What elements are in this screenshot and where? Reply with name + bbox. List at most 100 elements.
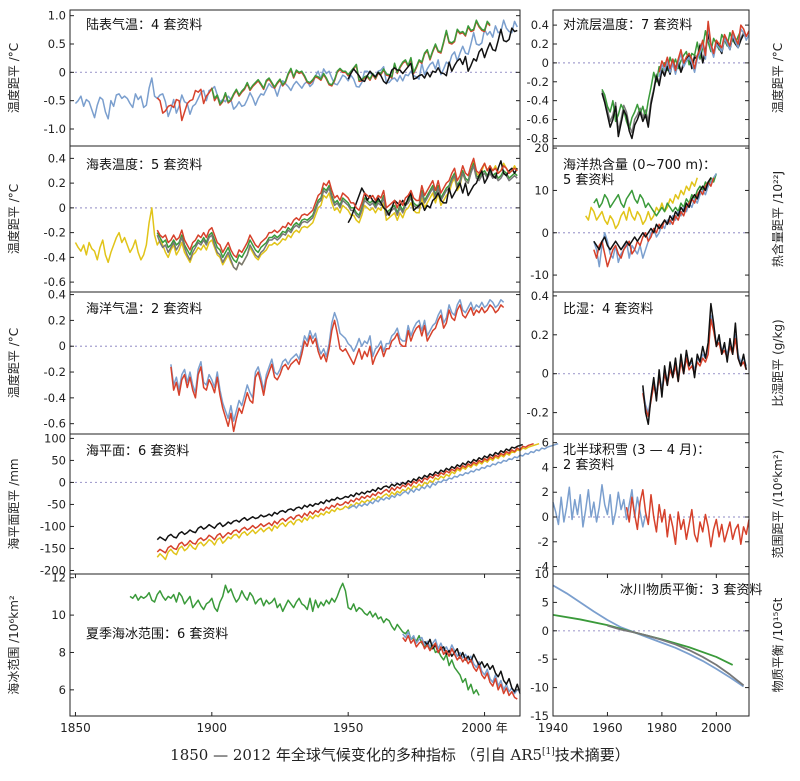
series-line-gray xyxy=(607,624,745,687)
series-line-red xyxy=(625,489,750,548)
y-tick-label: -15 xyxy=(530,709,549,723)
caption-tail: 技术摘要） xyxy=(554,746,630,764)
series-line-yellow xyxy=(585,177,698,230)
y-axis-label: 温度距平 /°C xyxy=(6,328,21,398)
panel-title: 夏季海冰范围：6 套资料 xyxy=(86,626,228,642)
y-tick-label: -1.0 xyxy=(44,122,66,136)
y-tick-label: 1.0 xyxy=(48,9,66,23)
series-line-green xyxy=(156,162,518,264)
series-line-green xyxy=(593,173,718,217)
y-tick-label: 0 xyxy=(542,56,549,70)
panel-glacier: -15 -10 -5 0 5 10 1940 1960 1980 2000 冰川物质平衡：3 套资料… xyxy=(530,567,785,735)
series-line-red xyxy=(593,177,715,268)
y-axis-label: 范围距平 /(10⁶km²) xyxy=(771,450,785,559)
x-tick-label: 1900 xyxy=(197,721,228,735)
y-axis-label: 温度距平 /°C xyxy=(770,43,785,113)
y-tick-label: 0.4 xyxy=(531,18,549,32)
series-line-blue xyxy=(552,484,647,528)
y-axis-label: 温度距平 /°C xyxy=(6,43,21,113)
series-line-blue xyxy=(74,19,518,120)
y-axis-label: 热含量距平 /10²²J xyxy=(770,171,785,267)
y-tick-label: -0.4 xyxy=(44,391,66,405)
y-tick-label: -0.2 xyxy=(527,406,549,420)
y-tick-label: 10 xyxy=(51,608,66,622)
y-tick-label: -10 xyxy=(530,681,549,695)
y-tick-label: 0 xyxy=(59,65,66,79)
panel-title: 海表温度：5 套资料 xyxy=(86,157,202,173)
y-tick-label: 0.5 xyxy=(48,37,66,51)
y-tick-label: 0 xyxy=(59,475,66,489)
y-tick-label: -0.2 xyxy=(44,365,66,379)
panel-ocean_heat: -10 0 10 20 海洋热含量 (0~700 m)：5 套资料 热含量距平 /10²²… xyxy=(530,141,785,293)
y-tick-label: 0 xyxy=(59,339,66,353)
series-line-gray xyxy=(156,165,518,271)
series-line-black xyxy=(642,302,748,426)
y-tick-label: 5 xyxy=(542,595,549,609)
caption-main: 1850 — 2012 年全球气候变化的多种指标 （引自 AR5 xyxy=(170,746,543,764)
y-tick-label: -150 xyxy=(40,541,66,555)
y-axis-label: 物质平衡 /10¹⁵Gt xyxy=(771,597,785,692)
y-tick-label: 8 xyxy=(59,645,66,659)
y-tick-label: 4 xyxy=(542,460,549,474)
y-tick-label: 0.2 xyxy=(531,37,549,51)
y-tick-label: -4 xyxy=(538,560,549,574)
y-tick-label: 50 xyxy=(51,453,66,467)
series-line-red xyxy=(156,157,518,259)
y-tick-label: 0 xyxy=(59,201,66,215)
panel-title: 北半球积雪 (3 — 4 月)： xyxy=(563,443,710,458)
series-line-blue xyxy=(402,631,518,695)
y-tick-label: -0.2 xyxy=(527,75,549,89)
series-line-black xyxy=(347,160,518,224)
panel-nh_snow: -4 -2 0 2 4 6 北半球积雪 (3 — 4 月)：2 套资料 范围距平 /(10⁶k… xyxy=(538,433,785,575)
y-tick-label: 0 xyxy=(542,226,549,240)
series-line-blue xyxy=(642,314,747,414)
y-tick-label: -5 xyxy=(538,652,549,666)
panel-sea_ice: 6 8 10 12 1850 1900 1950 2000 年 夏季海冰范围：6 套资料 海冰范围… xyxy=(6,571,521,735)
y-tick-label: -10 xyxy=(530,268,549,282)
x-tick-label: 2000 xyxy=(701,721,732,735)
panel-title: 海洋热含量 (0~700 m)： xyxy=(563,157,716,173)
y-axis-label: 比湿距平 (g/kg) xyxy=(770,319,785,406)
x-tick-label: 1950 xyxy=(333,721,364,735)
y-tick-label: 100 xyxy=(44,431,66,445)
y-tick-label: 0 xyxy=(542,624,549,638)
series-line-blue xyxy=(170,299,505,422)
y-axis-label: 海平面距平 /mm xyxy=(6,458,21,549)
y-tick-label: 0.4 xyxy=(48,151,66,165)
series-line-blue xyxy=(347,442,559,510)
y-tick-label: 0.4 xyxy=(48,288,66,302)
series-line-black xyxy=(347,27,518,85)
y-tick-label: 0 xyxy=(542,367,549,381)
y-tick-label: 0.4 xyxy=(531,289,549,303)
series-line-black xyxy=(156,443,523,542)
series-line-yellow xyxy=(74,160,518,271)
series-line-red xyxy=(402,634,518,700)
y-axis-label: 温度距平 /°C xyxy=(6,184,21,254)
panel-title: 陆表气温：4 套资料 xyxy=(86,17,202,33)
y-tick-label: 0.2 xyxy=(48,176,66,190)
y-tick-label: -0.8 xyxy=(527,131,549,145)
panel-title: 对流层温度：7 套资料 xyxy=(563,17,692,33)
y-tick-label: -0.6 xyxy=(44,417,66,431)
x-tick-label: 1980 xyxy=(647,721,678,735)
x-tick-label: 1940 xyxy=(538,721,569,735)
series-line-green xyxy=(211,19,491,105)
series-line-black xyxy=(593,177,712,251)
figure-caption: 1850 — 2012 年全球气候变化的多种指标 （引自 AR5[1]技术摘要） xyxy=(0,744,800,765)
series-line-red xyxy=(658,20,750,73)
panel-title: 比湿：4 套资料 xyxy=(563,301,653,317)
y-tick-label: 0.2 xyxy=(48,313,66,327)
panel-frame xyxy=(69,573,521,717)
y-tick-label: -0.6 xyxy=(44,275,66,289)
panel-frame xyxy=(552,573,750,717)
y-tick-label: -100 xyxy=(40,519,66,533)
series-line-red xyxy=(170,304,505,433)
y-tick-label: -0.4 xyxy=(44,250,66,264)
y-tick-label: 6 xyxy=(542,436,549,450)
y-tick-label: -50 xyxy=(47,497,66,511)
panel-title: 2 套资料 xyxy=(563,457,614,473)
